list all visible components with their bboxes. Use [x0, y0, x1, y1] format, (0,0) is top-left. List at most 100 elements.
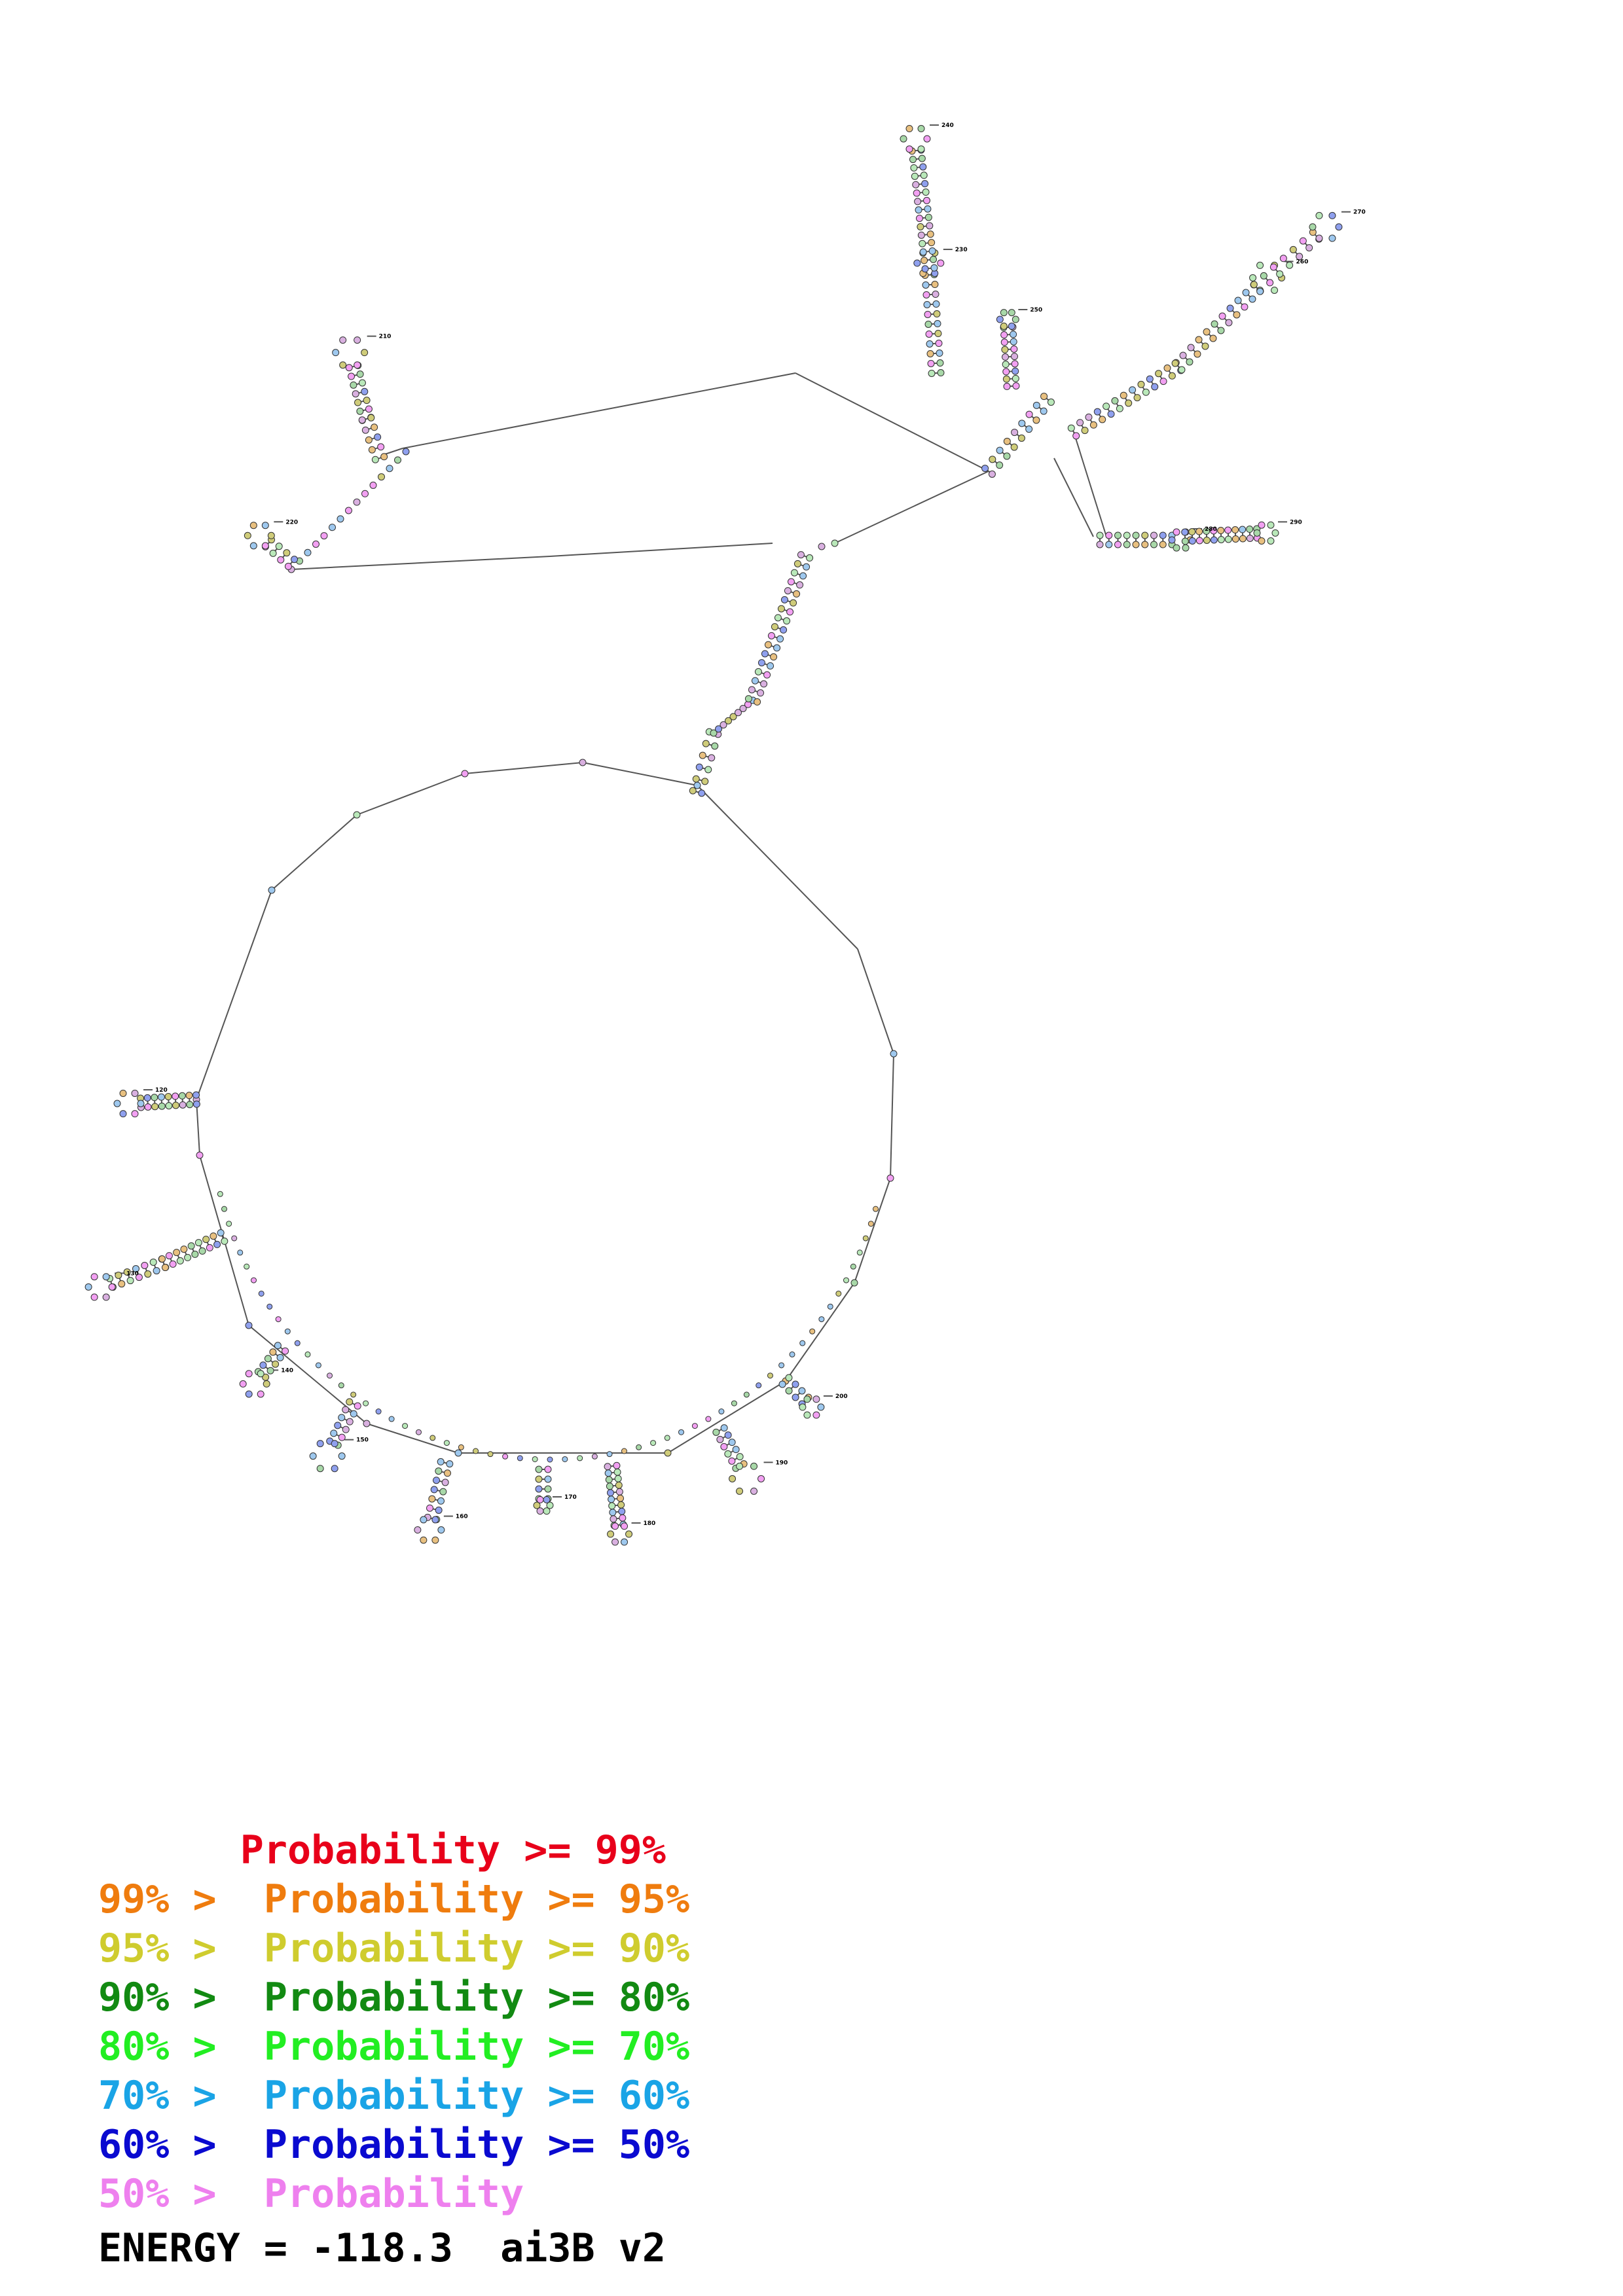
nucleotide-node [1260, 272, 1267, 279]
nucleotide-node [724, 1431, 732, 1439]
nucleotide-node [473, 1448, 479, 1454]
nucleotide-node [621, 1538, 629, 1546]
nucleotide-node [912, 181, 920, 188]
legend-entry: 50% > Probability [98, 2170, 689, 2219]
nucleotide-node [1210, 527, 1218, 535]
nucleotide-node [750, 1462, 758, 1470]
nucleotide-node [1253, 529, 1261, 537]
nucleotide-node [934, 320, 941, 328]
nucleotide-node [936, 350, 943, 357]
energy-label: ENERGY = -118.3 [98, 2225, 453, 2271]
legend-prefix: 60% > [98, 2122, 240, 2168]
nucleotide-node [277, 556, 285, 564]
nucleotide-node [1328, 211, 1336, 219]
legend-prefix: 50% > [98, 2171, 240, 2217]
nucleotide-node [165, 1252, 173, 1260]
nucleotide-node [353, 498, 361, 506]
nucleotide-node [244, 531, 251, 539]
legend-suffix: >= 95% [524, 1876, 690, 1922]
nucleotide-node [536, 1496, 544, 1503]
nucleotide-node [757, 659, 765, 667]
nucleotide-node [1010, 443, 1018, 451]
nucleotide-node [90, 1293, 98, 1301]
nucleotide-node [346, 1398, 354, 1406]
nucleotide-node [137, 1100, 145, 1107]
nucleotide-node [1246, 526, 1254, 533]
nucleotide-node [144, 1270, 152, 1278]
nucleotide-node [926, 340, 934, 348]
nucleotide-node [930, 255, 938, 263]
nucleotide-node [386, 465, 393, 473]
nucleotide-node [1067, 424, 1075, 432]
nucleotide-node [1025, 410, 1033, 418]
nucleotide-node [1146, 375, 1154, 383]
nucleotide-node [780, 596, 788, 603]
legend-suffix: >= 70% [524, 2024, 690, 2070]
nucleotide-label: 160 [456, 1514, 468, 1520]
nucleotide-node [339, 361, 347, 369]
nucleotide-node [1000, 338, 1008, 346]
nucleotide-node [1003, 382, 1011, 390]
nucleotide-node [1258, 537, 1266, 545]
nucleotide-node [435, 1467, 443, 1475]
nucleotide-node [119, 1089, 127, 1097]
nucleotide-node [1150, 541, 1158, 548]
legend-entry: Probability >= 99% [98, 1826, 689, 1875]
nucleotide-node [767, 662, 775, 670]
nucleotide-node [778, 1362, 785, 1369]
nucleotide-node [327, 1372, 333, 1379]
nucleotide-node [1012, 374, 1019, 382]
nucleotide-node [729, 1475, 737, 1482]
nucleotide-node [731, 1400, 737, 1407]
nucleotide-node [736, 1487, 744, 1495]
nucleotide-node [809, 1328, 816, 1335]
nucleotide-node [928, 239, 936, 247]
nucleotide-node [926, 350, 934, 357]
nucleotide-node [579, 759, 587, 766]
nucleotide-node [354, 399, 362, 406]
backbone-lines [109, 124, 1351, 1526]
backbone-segment [1053, 457, 1094, 537]
nucleotide-node [921, 265, 929, 273]
nucleotide-node [1114, 531, 1122, 539]
nucleotide-node [245, 1390, 253, 1398]
nucleotide-node [361, 426, 369, 434]
nucleotide-node [1123, 541, 1131, 548]
nucleotide-node [1203, 536, 1211, 544]
nucleotide-node [354, 361, 361, 369]
legend-prefix: 80% > [98, 2024, 240, 2070]
nucleotide-node [1002, 368, 1010, 376]
nucleotide-node [1103, 403, 1110, 410]
nucleotide-node [919, 248, 927, 256]
nucleotide-node [750, 1487, 758, 1495]
nucleotide-node [1000, 322, 1008, 330]
nucleotide-node [988, 470, 996, 478]
nucleotide-label: 210 [379, 334, 392, 340]
nucleotide-node [743, 1391, 750, 1398]
nucleotide-node [361, 387, 369, 395]
nucleotide-node [1242, 289, 1250, 296]
nucleotide-label: 120 [155, 1087, 168, 1094]
nucleotide-node [1269, 263, 1277, 271]
nucleotide-node [439, 1488, 447, 1496]
nucleotide-node [606, 1489, 614, 1497]
nucleotide-node [757, 1475, 765, 1482]
nucleotide-node [294, 1340, 301, 1346]
nucleotide-node [1129, 386, 1137, 394]
nucleotide-node [917, 231, 925, 239]
nucleotide-node [776, 635, 784, 643]
nucleotide-node [184, 1253, 192, 1261]
nucleotide-node [1132, 541, 1140, 548]
nucleotide-node [934, 330, 942, 338]
nucleotide-node [251, 1277, 257, 1283]
nucleotide-node [414, 1526, 422, 1534]
nucleotide-node [704, 766, 712, 774]
backbone-segment [582, 762, 698, 786]
nucleotide-node [151, 1103, 159, 1111]
nucleotide-node [365, 405, 373, 413]
nucleotide-node [1267, 521, 1275, 529]
nucleotide-node [792, 1393, 799, 1401]
nucleotide-node [367, 414, 375, 422]
nucleotide-node [437, 1497, 445, 1505]
nucleotide-node [544, 1475, 552, 1483]
